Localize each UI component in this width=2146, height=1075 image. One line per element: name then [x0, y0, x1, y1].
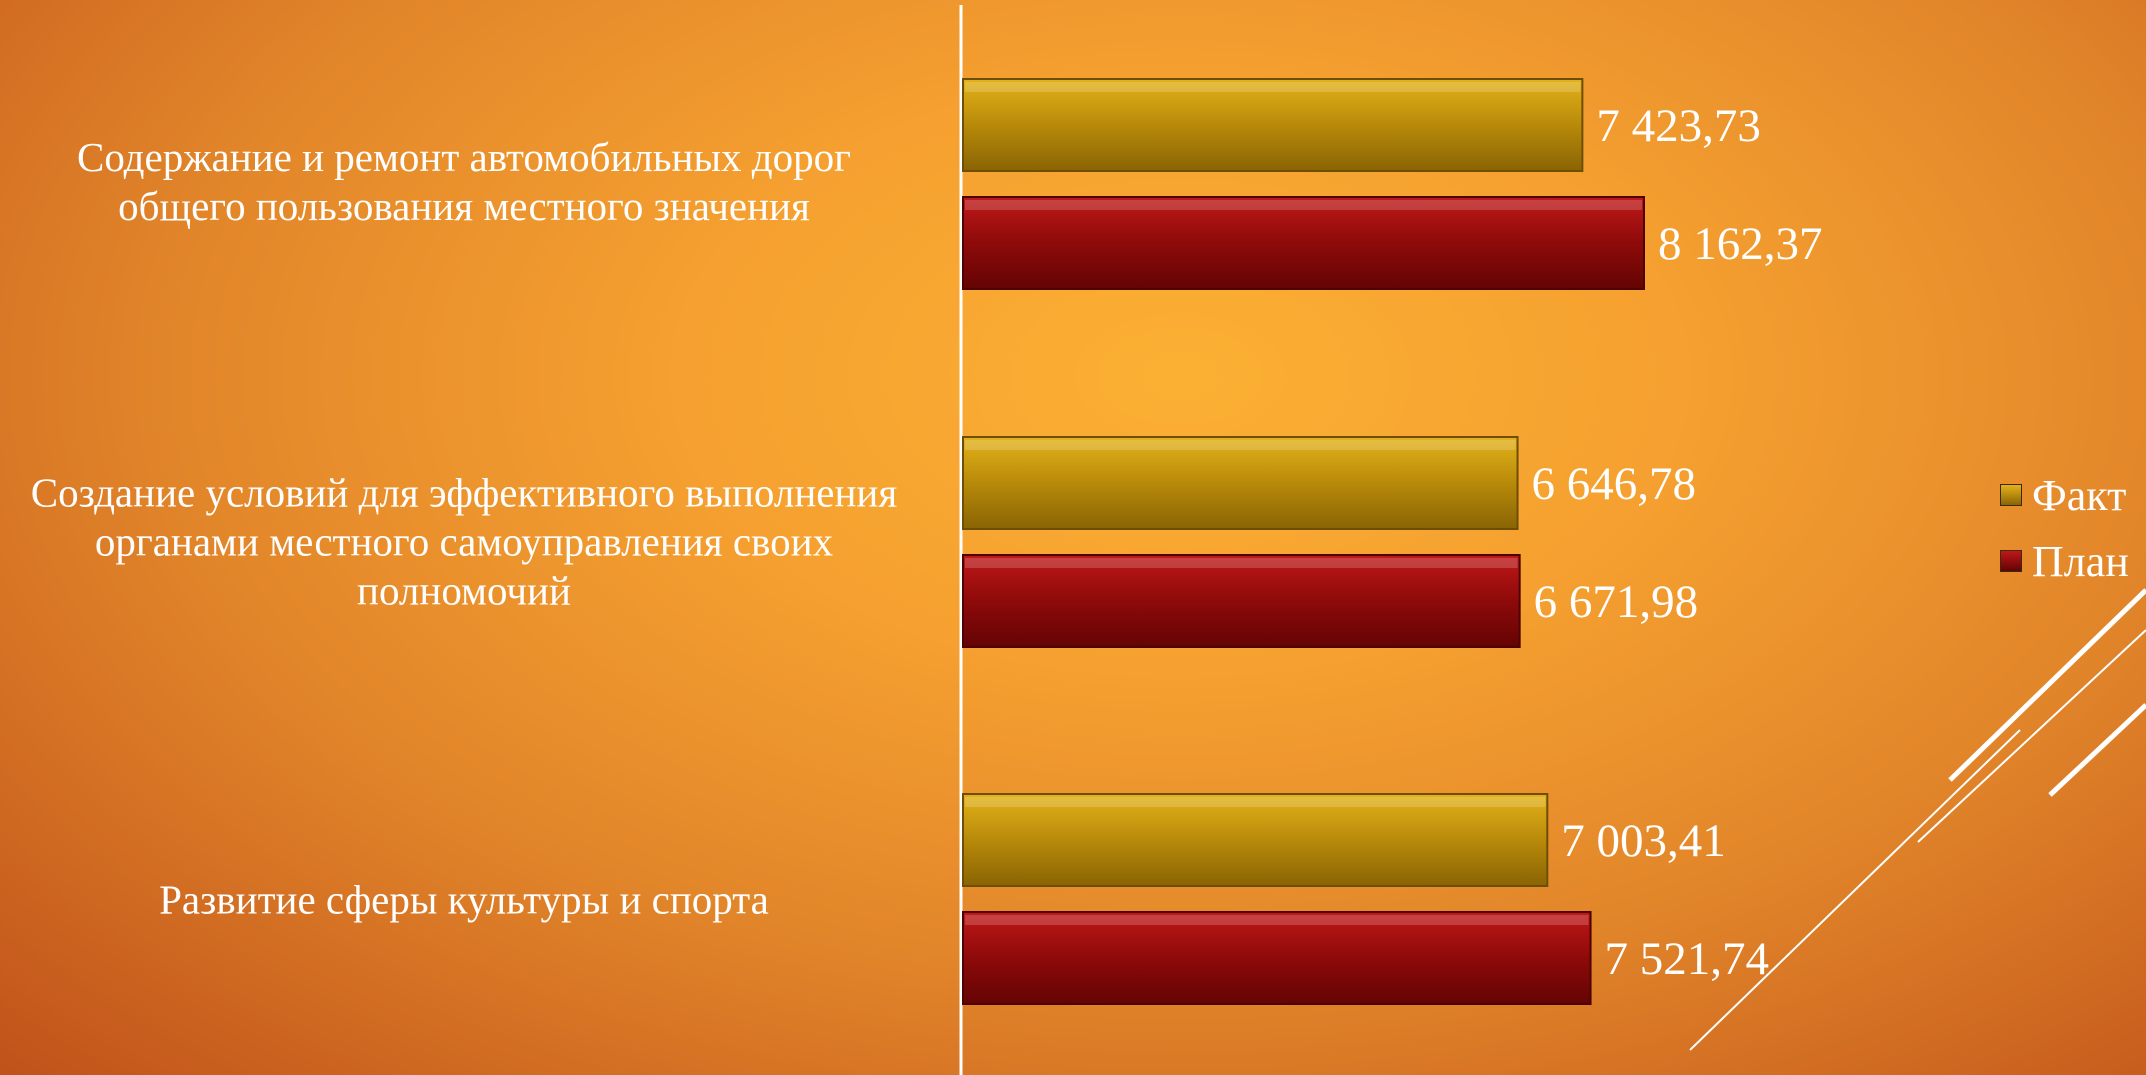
data-label: 7 423,73 [1596, 100, 1761, 152]
bar-highlight [965, 200, 1642, 210]
data-label: 8 162,37 [1658, 218, 1823, 270]
bar-highlight [965, 797, 1546, 807]
legend: Факт План [2000, 462, 2129, 594]
data-label: 7 003,41 [1561, 815, 1726, 867]
category-label: Содержание и ремонт автомобильных дорог … [77, 134, 851, 229]
bar-highlight [965, 82, 1581, 92]
bar-highlight [965, 915, 1589, 925]
bar-highlight [965, 440, 1516, 450]
data-label: 6 671,98 [1534, 576, 1699, 628]
legend-label-fact: Факт [2032, 470, 2127, 520]
legend-swatch-plan [2000, 550, 2022, 572]
legend-label-plan: План [2032, 536, 2129, 586]
bar-highlight [965, 558, 1518, 568]
bar-plan [962, 554, 1521, 648]
bar-fact [962, 78, 1584, 172]
data-label: 6 646,78 [1532, 458, 1697, 510]
bar-plan [962, 196, 1645, 290]
legend-item-plan: План [2000, 528, 2129, 594]
bar-fact [962, 793, 1549, 887]
bar-fact [962, 436, 1519, 530]
data-label: 7 521,74 [1605, 933, 1770, 985]
legend-item-fact: Факт [2000, 462, 2129, 528]
bar-plan [962, 911, 1592, 1005]
category-label: Создание условий для эффективного выполн… [30, 469, 898, 614]
legend-swatch-fact [2000, 484, 2022, 506]
category-label: Развитие сферы культуры и спорта [159, 876, 769, 923]
